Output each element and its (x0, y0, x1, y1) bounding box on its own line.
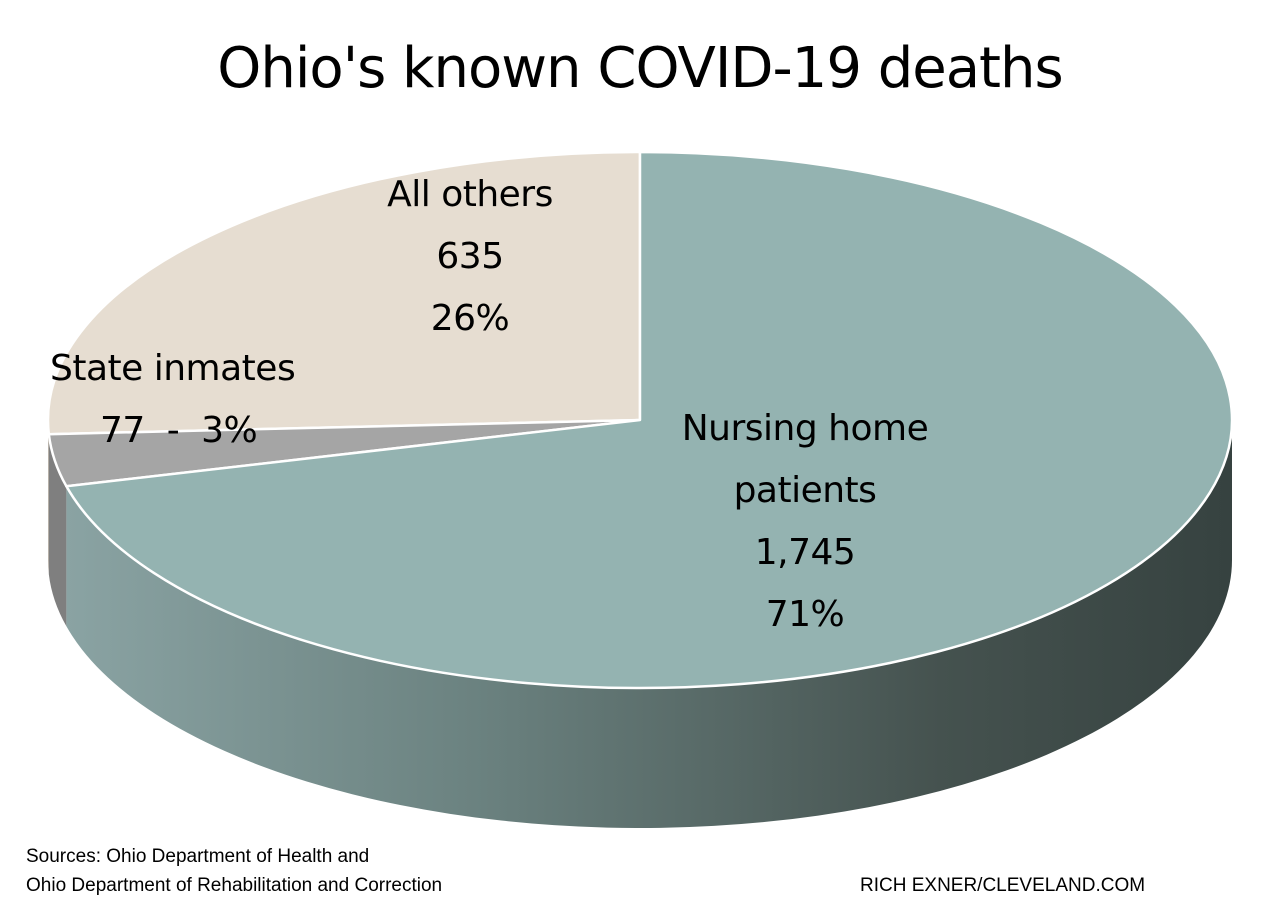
sources: Sources: Ohio Department of Health and O… (26, 842, 442, 900)
slice-side-all-others (48, 420, 49, 575)
label-state-inmates: State inmates 77 - 3% (50, 338, 340, 462)
slice-percent: 71% (765, 594, 845, 635)
pie-slice-nursing-home-patients (65, 150, 1234, 690)
slice-name-line1: Nursing home (681, 408, 929, 449)
chart-title: Ohio's known COVID-19 deaths (217, 36, 1063, 101)
slice-name: State inmates (50, 348, 296, 389)
slice-name-line2: patients (733, 470, 877, 511)
slice-value: 635 (436, 236, 504, 277)
slice-name: All others (387, 174, 553, 215)
slice-side-state-inmates (48, 434, 67, 627)
sources-line2: Ohio Department of Rehabilitation and Co… (26, 875, 443, 896)
label-nursing-home: Nursing home patients 1,745 71% (640, 398, 970, 646)
slice-percent: 26% (430, 298, 510, 339)
pie-slice-all-others (46, 150, 642, 436)
sources-line1: Sources: Ohio Department of Health and (26, 846, 370, 867)
credit: RICH EXNER/CLEVELAND.COM (860, 875, 1146, 896)
slice-value: 1,745 (754, 532, 856, 573)
slice-value: 77 - 3% (100, 410, 258, 451)
label-all-others: All others 635 26% (340, 164, 600, 350)
slice-side-nursing-home-patients (66, 420, 1232, 829)
